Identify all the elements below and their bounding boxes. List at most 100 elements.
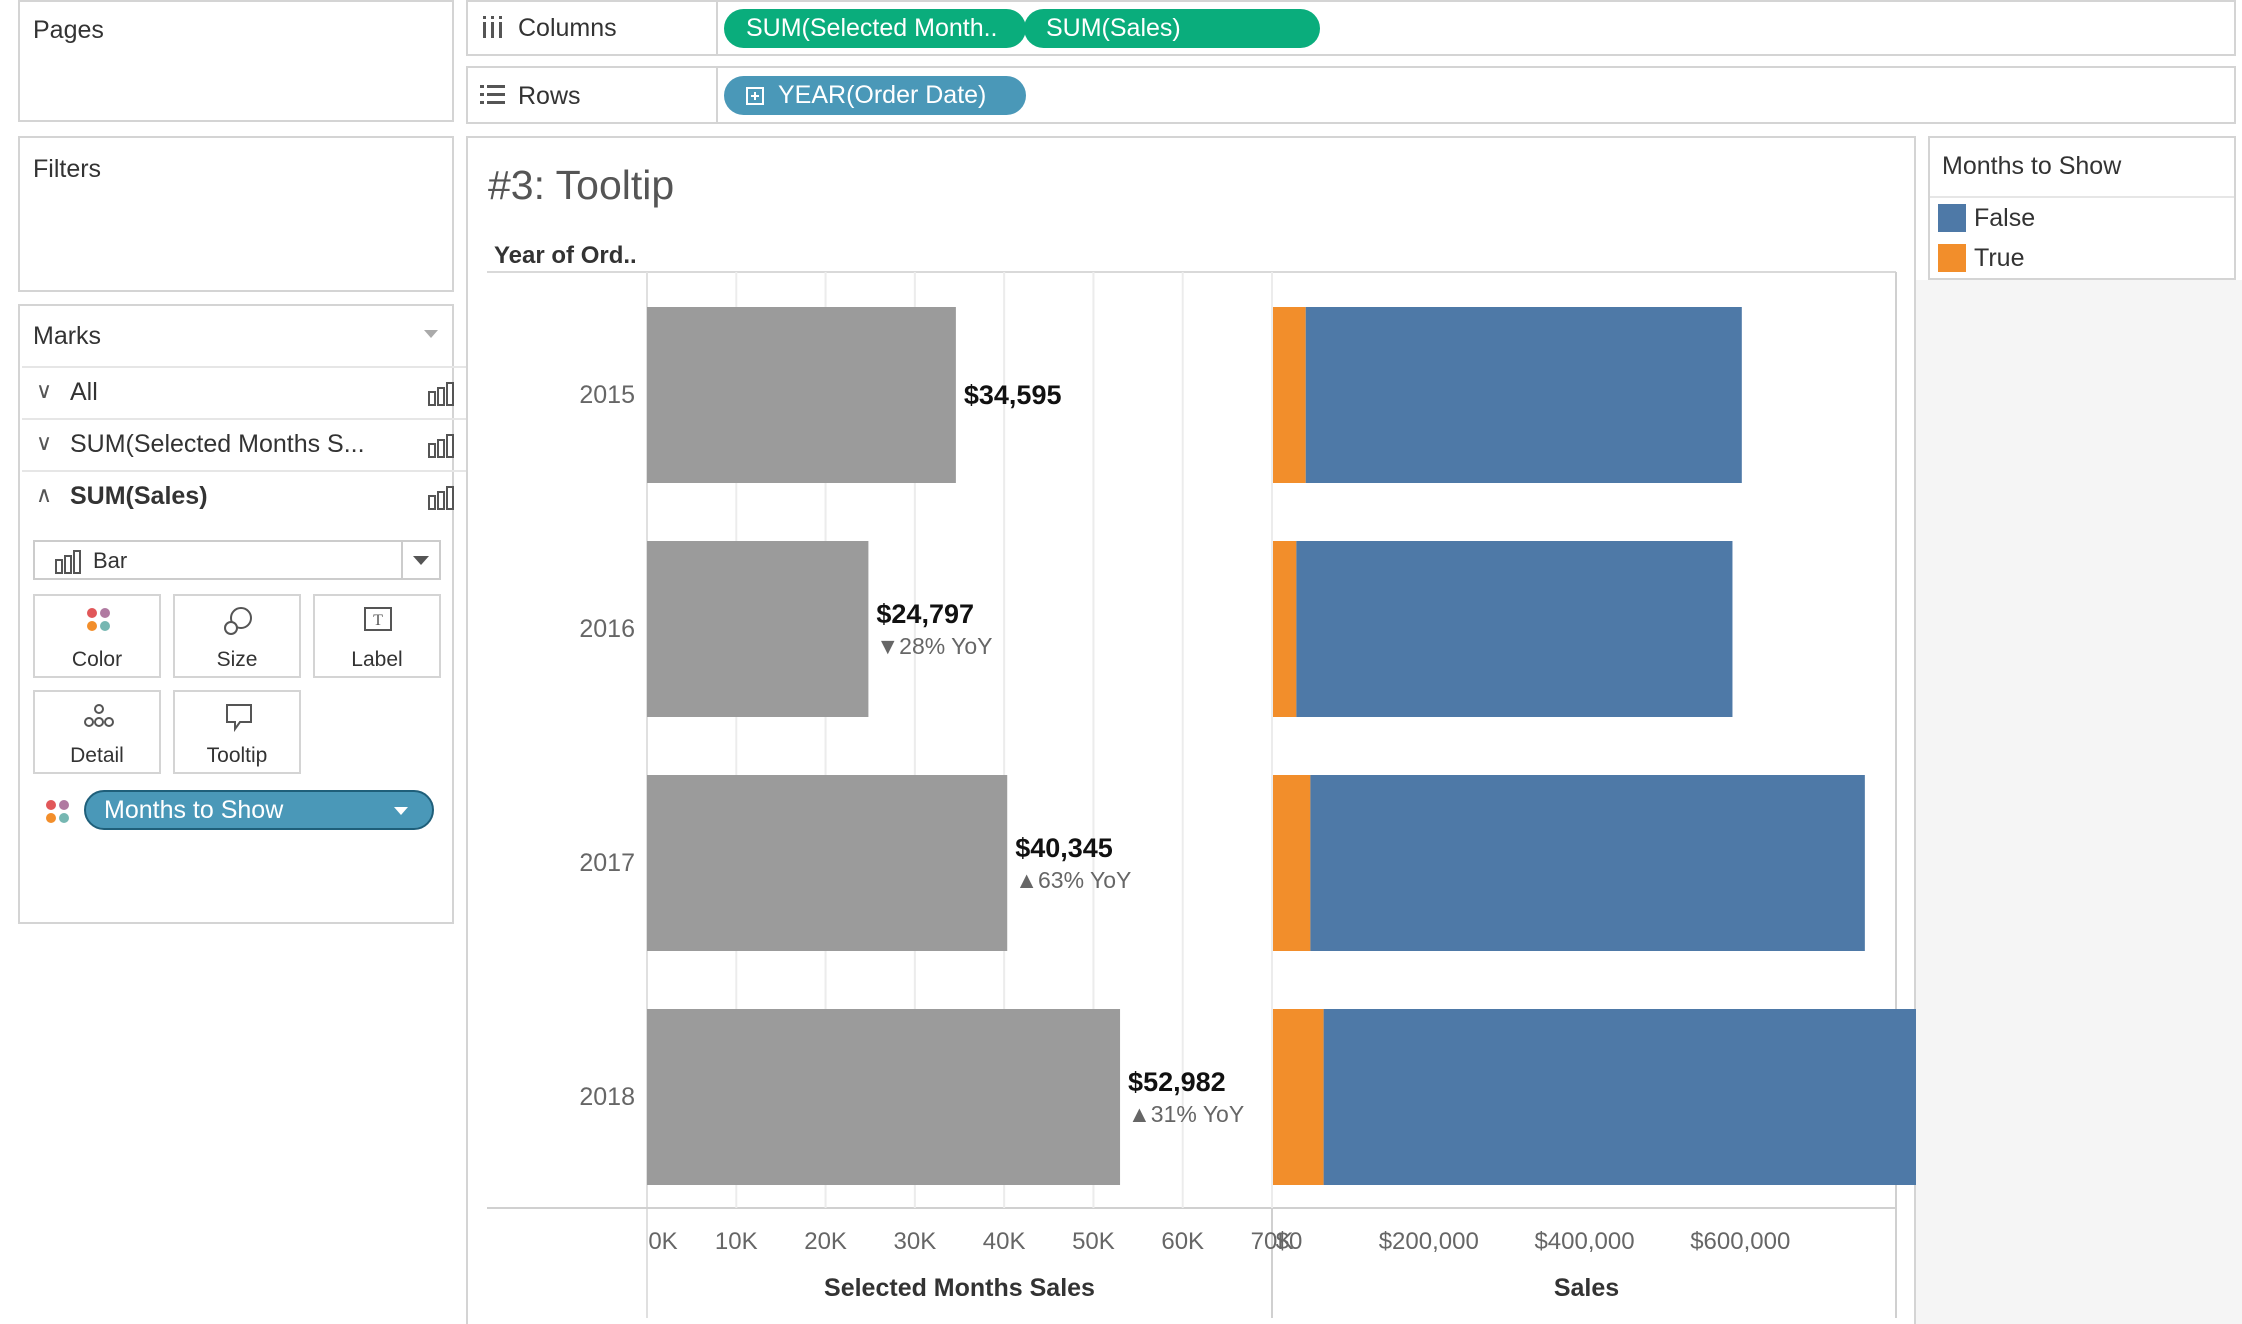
bar-sales-true: [1273, 775, 1311, 951]
x-axis-title: Selected Months Sales: [824, 1274, 1095, 1302]
detail-icon: [84, 704, 114, 727]
pages-title: Pages: [33, 16, 104, 44]
yoy-label: ▲63% YoY: [1015, 867, 1131, 893]
size-button-label: Size: [216, 648, 258, 671]
text-label-icon: T: [364, 607, 392, 631]
x-tick-label: 70K: [1251, 1228, 1294, 1255]
row-pill-label: YEAR(Order Date): [778, 81, 987, 109]
color-button[interactable]: Color: [33, 594, 161, 678]
rows-label: Rows: [518, 82, 581, 110]
chevron-down-icon: ∨: [36, 378, 53, 403]
months-to-show-pill-label: Months to Show: [104, 796, 284, 824]
chevron-up-icon: ∧: [36, 482, 53, 507]
legend-item-true[interactable]: True: [1974, 244, 2025, 272]
column-pill-label: SUM(Selected Month..: [746, 14, 998, 42]
x-tick-label: $200,000: [1379, 1228, 1479, 1255]
months-to-show-pill[interactable]: Months to Show: [84, 790, 434, 830]
bar-sales-true: [1273, 307, 1306, 483]
bar-chart-icon: [55, 550, 81, 574]
x-tick-label: 40K: [983, 1228, 1026, 1255]
label-button-label: Label: [351, 648, 403, 671]
bar-selected-months: [647, 1009, 1121, 1185]
yoy-label: ▲31% YoY: [1128, 1101, 1244, 1127]
bar-chart-icon: [428, 486, 454, 510]
column-pill-sales[interactable]: SUM(Sales): [1024, 9, 1320, 48]
y-tick-label: 2018: [579, 1083, 635, 1111]
x-tick-label: $0: [1276, 1228, 1303, 1255]
bar-sales-false: [1323, 1009, 1986, 1185]
marks-row-label: SUM(Selected Months S...: [70, 430, 365, 458]
bar-sales-true: [1273, 1009, 1324, 1185]
bar-sales-false: [1296, 541, 1733, 717]
bar-selected-months: [647, 541, 869, 717]
data-label: $52,982: [1128, 1067, 1226, 1097]
x-tick-label: 30K: [894, 1228, 937, 1255]
columns-label: Columns: [518, 14, 617, 42]
size-button[interactable]: Size: [173, 594, 301, 678]
data-label: $34,595: [964, 380, 1062, 410]
marks-row-all[interactable]: ∨ All: [22, 366, 470, 418]
color-icon: [46, 800, 69, 823]
bar-sales-false: [1310, 775, 1865, 951]
row-header: Year of Ord..: [494, 242, 637, 269]
bar-sales-true: [1273, 541, 1297, 717]
detail-button-label: Detail: [70, 744, 124, 767]
data-label: $24,797: [876, 599, 974, 629]
mark-type-dropdown[interactable]: Bar: [33, 540, 441, 580]
marks-row-sum-sales[interactable]: ∧ SUM(Sales): [22, 470, 470, 522]
legend-title: Months to Show: [1942, 152, 2122, 180]
data-label: $40,345: [1015, 833, 1113, 863]
marks-menu-icon[interactable]: [424, 330, 438, 338]
color-button-label: Color: [71, 648, 123, 671]
sheet-title: #3: Tooltip: [488, 162, 675, 208]
legend-swatch-false: [1938, 204, 1966, 232]
detail-button[interactable]: Detail: [33, 690, 161, 774]
chevron-down-icon: [401, 542, 439, 578]
expand-icon: [746, 87, 764, 105]
marks-row-selected-months[interactable]: ∨ SUM(Selected Months S...: [22, 418, 470, 470]
x-axis-title: Sales: [1554, 1274, 1619, 1302]
column-pill-label: SUM(Sales): [1046, 14, 1181, 42]
columns-shelf[interactable]: Columns SUM(Selected Month.. SUM(Sales): [466, 0, 2236, 56]
bar-selected-months: [647, 307, 956, 483]
legend-swatch-true: [1938, 244, 1966, 272]
color-icon: [87, 608, 110, 631]
legend-item-false[interactable]: False: [1974, 204, 2036, 232]
marks-card: Marks ∨ All ∨ SUM(Selected Months S... ∧…: [18, 304, 470, 924]
yoy-label: ▼28% YoY: [876, 633, 992, 659]
chevron-down-icon: [394, 807, 408, 815]
label-button[interactable]: T Label: [313, 594, 441, 678]
x-tick-label: 10K: [715, 1228, 758, 1255]
rows-icon: [480, 85, 505, 104]
chevron-down-icon: ∨: [36, 430, 53, 455]
row-pill-year[interactable]: YEAR(Order Date): [724, 76, 1026, 115]
y-tick-label: 2017: [579, 849, 635, 877]
bar-selected-months: [647, 775, 1008, 951]
rows-shelf[interactable]: Rows YEAR(Order Date): [466, 66, 2236, 124]
y-tick-label: 2016: [579, 615, 635, 643]
svg-text:T: T: [373, 612, 383, 629]
x-tick-label: 50K: [1072, 1228, 1115, 1255]
size-icon: [224, 607, 252, 635]
x-tick-label: $600,000: [1690, 1228, 1790, 1255]
y-tick-label: 2015: [579, 381, 635, 409]
columns-icon: [483, 16, 502, 38]
marks-title: Marks: [33, 322, 102, 350]
color-legend[interactable]: Months to Show False True: [1928, 136, 2236, 280]
x-tick-label: 0K: [648, 1228, 677, 1255]
mark-type-label: Bar: [93, 548, 128, 573]
marks-row-label: All: [70, 378, 98, 406]
bar-sales-false: [1305, 307, 1742, 483]
pages-shelf[interactable]: Pages: [18, 0, 454, 122]
filters-title: Filters: [33, 155, 102, 183]
bar-chart-icon: [428, 434, 454, 458]
column-pill-selected-months[interactable]: SUM(Selected Month..: [724, 9, 1026, 48]
bar-chart-icon: [428, 382, 454, 406]
x-tick-label: 60K: [1161, 1228, 1204, 1255]
tooltip-button[interactable]: Tooltip: [173, 690, 301, 774]
tooltip-button-label: Tooltip: [206, 744, 268, 767]
tooltip-icon: [226, 704, 252, 732]
filters-shelf[interactable]: Filters: [18, 136, 454, 292]
x-tick-label: 20K: [804, 1228, 847, 1255]
